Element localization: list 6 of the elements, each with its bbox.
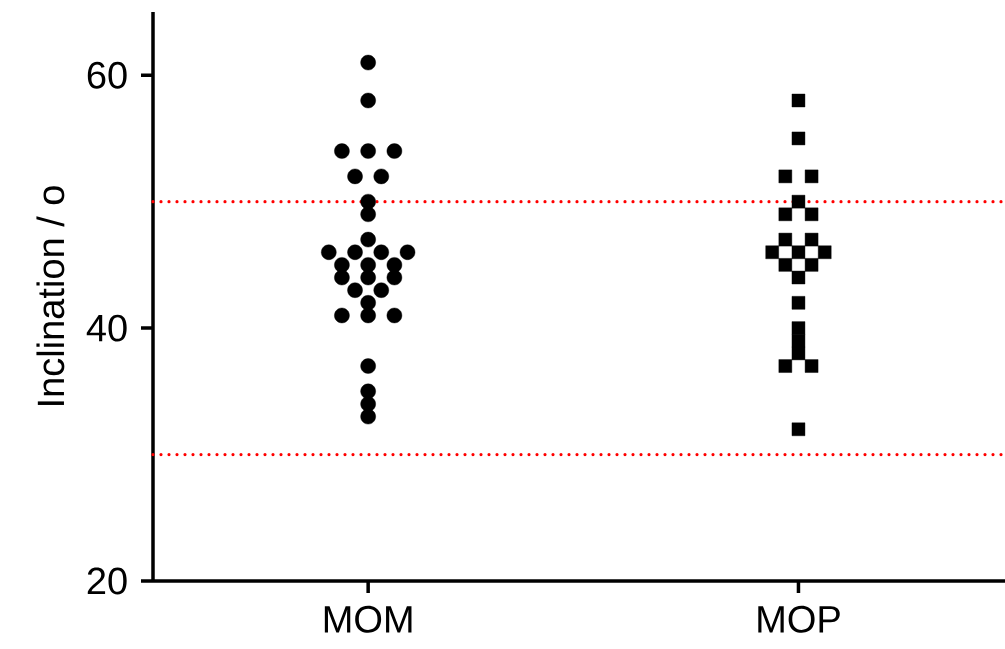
y-axis-title: Inclination / o (36, 186, 65, 405)
x-tick-label: MOP (758, 605, 840, 633)
y-tick-label: 20 (87, 567, 127, 595)
y-tick-label: 40 (86, 314, 127, 342)
x-tick-label: MOM (324, 605, 412, 633)
y-tick-label: 60 (87, 61, 127, 89)
